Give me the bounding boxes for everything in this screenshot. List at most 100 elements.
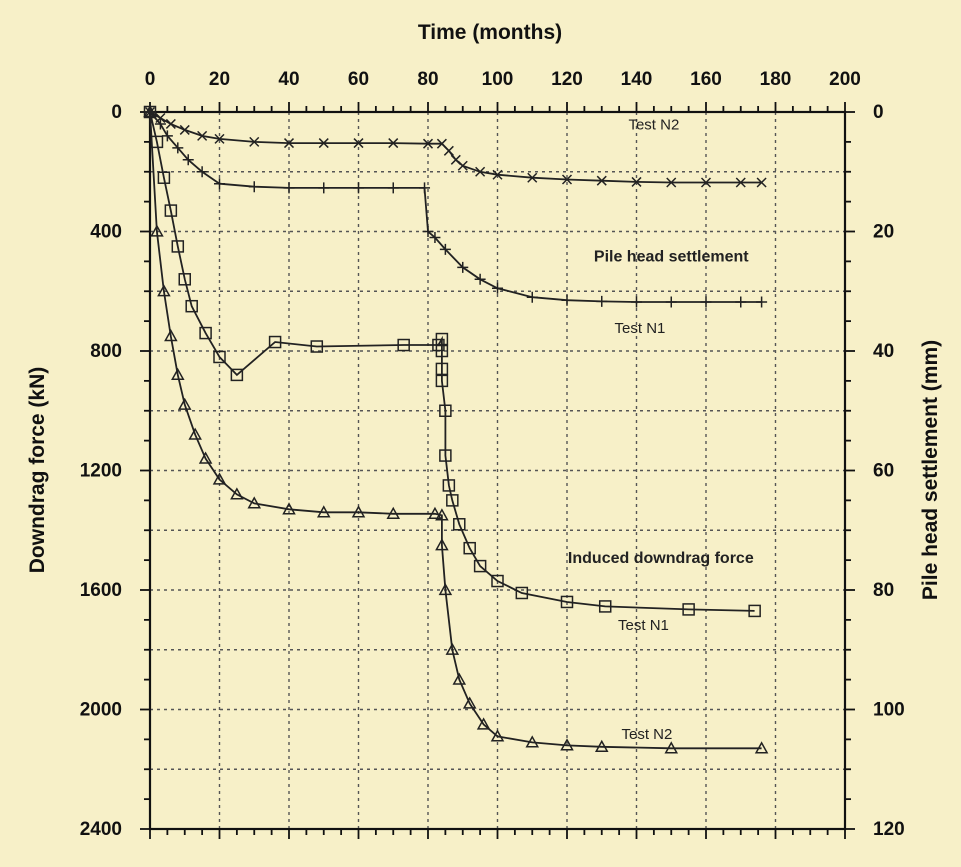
y-left-tick-label-1600: 1600 [80, 580, 122, 601]
data-point-2-12 [397, 338, 410, 352]
data-point-3-25 [560, 738, 574, 751]
data-point-0-7 [283, 138, 295, 149]
data-point-2-10 [268, 335, 282, 349]
data-point-2-26 [515, 586, 529, 600]
data-point-0-24 [735, 177, 746, 188]
data-point-1-26 [756, 296, 768, 308]
data-point-1-20 [561, 294, 573, 306]
data-point-3-21 [462, 696, 477, 709]
y-right-tick-label-80: 80 [873, 580, 894, 601]
x-tick-label-40: 40 [278, 69, 299, 90]
data-point-1-24 [700, 296, 712, 308]
data-point-1-7 [248, 181, 260, 193]
data-point-0-5 [214, 133, 225, 144]
data-point-3-9 [230, 487, 244, 500]
data-point-3-19 [445, 642, 460, 655]
data-point-3-26 [594, 739, 609, 752]
y-left-tick-label-800: 800 [90, 341, 122, 362]
data-point-2-4 [171, 240, 185, 253]
data-point-3-24 [525, 735, 540, 748]
data-point-3-2 [157, 284, 171, 297]
data-point-3-8 [212, 472, 227, 485]
data-point-3-10 [247, 496, 262, 509]
data-point-1-2 [161, 130, 173, 142]
data-point-1-21 [596, 295, 608, 307]
data-point-0-11 [422, 138, 434, 149]
data-point-2-11 [310, 340, 324, 353]
annotation-0: Test N2 [628, 117, 679, 134]
data-point-1-18 [492, 282, 503, 294]
y-left-tick-label-1200: 1200 [80, 461, 122, 482]
data-point-1-15 [439, 243, 451, 255]
data-point-2-28 [598, 600, 612, 613]
data-point-3-20 [452, 672, 467, 685]
data-point-2-30 [748, 604, 761, 618]
data-point-3-6 [188, 427, 202, 440]
data-point-0-18 [527, 172, 538, 183]
series-1-+ [144, 106, 768, 308]
data-point-1-23 [665, 296, 677, 308]
data-point-1-4 [182, 154, 194, 166]
data-point-3-0 [143, 104, 157, 118]
x-tick-label-0: 0 [145, 69, 156, 90]
series-3-triangle [143, 104, 769, 754]
data-point-3-17 [435, 538, 449, 551]
x-tick-label-120: 120 [551, 69, 583, 90]
data-point-1-5 [196, 166, 208, 178]
data-point-3-13 [351, 505, 366, 518]
data-point-0-10 [388, 138, 399, 149]
data-point-2-18 [439, 404, 452, 417]
data-point-2-9 [230, 368, 244, 382]
data-point-0-16 [475, 166, 486, 177]
data-point-3-18 [438, 582, 453, 596]
data-point-0-21 [631, 176, 642, 187]
data-point-3-1 [150, 224, 164, 237]
data-point-2-21 [446, 494, 459, 507]
data-point-0-23 [700, 177, 712, 188]
y-right-tick-label-60: 60 [873, 461, 894, 482]
y-right-tick-label-40: 40 [873, 341, 894, 362]
y-left-tick-label-2000: 2000 [80, 700, 122, 721]
annotation-3: Induced downdrag force [568, 550, 754, 567]
series-layer [143, 104, 769, 754]
data-point-0-19 [561, 174, 573, 185]
data-point-2-7 [199, 326, 212, 340]
data-point-2-24 [473, 559, 487, 573]
data-point-1-8 [283, 182, 295, 194]
data-point-3-15 [428, 506, 442, 519]
annotation-1: Pile head settlement [594, 248, 749, 265]
x-tick-label-80: 80 [417, 69, 438, 90]
annotation-2: Test N1 [615, 320, 666, 337]
series-line-2 [149, 111, 755, 612]
data-point-1-6 [214, 178, 225, 190]
data-point-3-23 [490, 729, 505, 742]
data-point-1-13 [422, 226, 434, 237]
data-point-1-17 [474, 273, 486, 285]
data-point-0-2 [165, 118, 176, 129]
data-point-1-22 [631, 296, 642, 308]
data-point-3-12 [316, 505, 331, 518]
data-point-1-12 [419, 182, 431, 194]
y-right-tick-label-120: 120 [873, 819, 905, 840]
data-point-0-17 [492, 169, 503, 180]
data-point-2-25 [491, 574, 504, 588]
data-point-2-19 [439, 449, 452, 462]
data-point-1-11 [387, 182, 399, 194]
series-0-x [144, 106, 767, 188]
data-point-0-4 [197, 130, 208, 141]
right-y-axis-title: Pile head settlement (mm) [919, 340, 942, 600]
data-point-2-29 [682, 603, 695, 616]
y-right-tick-label-20: 20 [873, 222, 894, 243]
data-point-2-16 [435, 362, 449, 376]
data-point-0-3 [179, 124, 190, 135]
annotation-4: Test N1 [618, 617, 669, 634]
data-point-3-16 [435, 508, 449, 521]
data-point-2-23 [463, 541, 476, 555]
data-point-2-6 [185, 299, 198, 313]
series-line-3 [149, 111, 762, 750]
data-point-1-16 [457, 261, 469, 273]
annotation-5: Test N2 [621, 726, 672, 743]
data-point-0-6 [249, 136, 260, 147]
y-left-tick-label-0: 0 [111, 102, 122, 123]
